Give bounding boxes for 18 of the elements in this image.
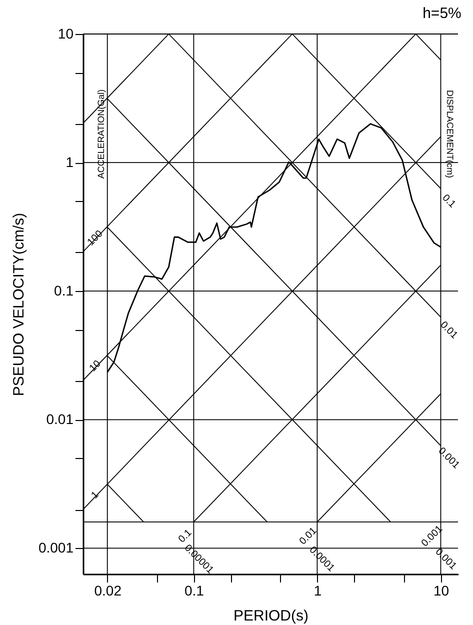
- y-tick-label: 10: [58, 26, 74, 42]
- annotation: 100: [86, 228, 106, 248]
- y-axis-title: PSEUDO VELOCITY(cm/s): [10, 212, 28, 396]
- y-tick-label: 1: [66, 154, 74, 170]
- x-tick-label: 10: [433, 582, 450, 598]
- x-axis-title: PERIOD(s): [234, 608, 309, 624]
- y-tick-label: 0.1: [54, 282, 74, 299]
- annotation: 0.01: [298, 525, 320, 548]
- chart-title: h=5%: [422, 5, 462, 22]
- annotation: ACCELERATION(Gal): [96, 89, 106, 179]
- y-tick-label: 0.01: [46, 411, 74, 428]
- x-tick-label: 1: [314, 582, 322, 598]
- x-tick-label: 0.1: [184, 582, 204, 598]
- annotation: 0.1: [440, 192, 458, 210]
- annotation: 0.1: [176, 527, 194, 546]
- annotation: DISPLACEMENT(cm): [445, 90, 455, 178]
- y-tick-label: 0.001: [38, 540, 74, 556]
- x-tick-label: 0.02: [94, 582, 122, 598]
